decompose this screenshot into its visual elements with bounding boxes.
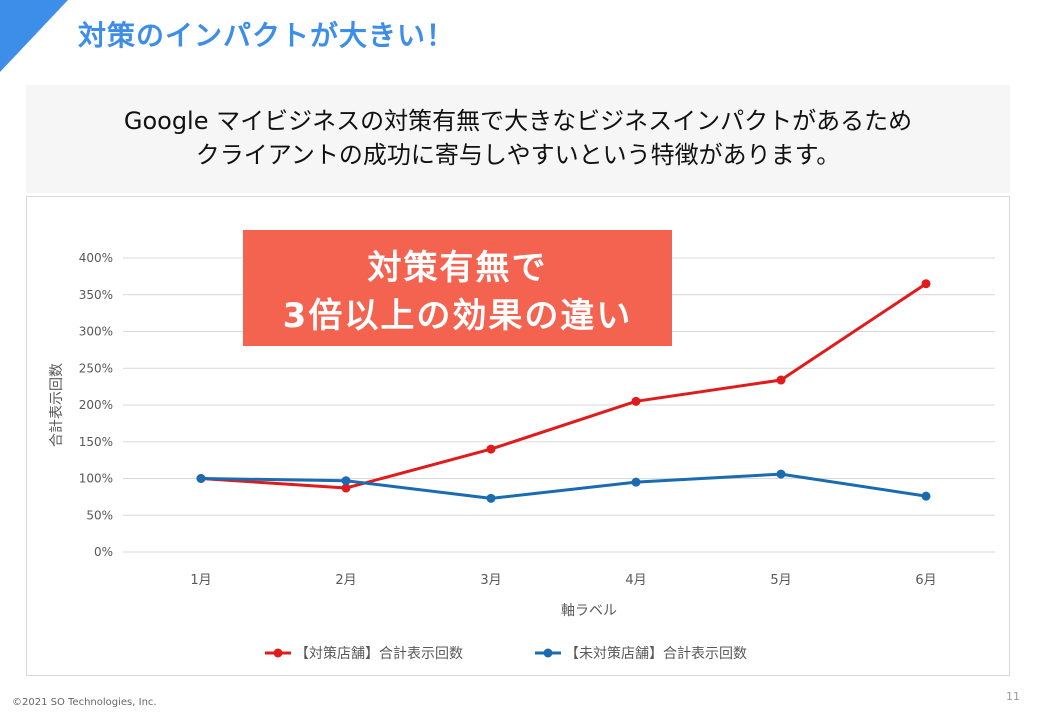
line-chart: 0% 50% 100% 150% 200% 250% 300% 350% 400% 1月 2月 3月 4… — [49, 251, 995, 662]
series-line-2 — [199, 472, 928, 500]
y-axis-label: 合計表示回数 — [49, 363, 65, 447]
y-tick-label: 300% — [79, 325, 113, 339]
callout-line-1: 対策有無で — [367, 248, 548, 288]
legend-label: 【対策店舗】合計表示回数 — [295, 645, 463, 662]
y-tick-label: 100% — [79, 472, 113, 486]
legend-swatch-marker — [273, 648, 283, 658]
data-point-series-2 — [486, 493, 496, 503]
callout-box: 対策有無で 3倍以上の効果の違い — [243, 230, 672, 346]
data-point-series-2 — [196, 474, 206, 483]
summary-line-1: Google マイビジネスの対策有無で大きなビジネスインパクトがあるため — [123, 107, 913, 135]
y-tick-label: 350% — [79, 288, 113, 302]
copyright-footer: ©2021 SO Technologies, Inc. — [12, 697, 157, 708]
slide-title: 対策のインパクトが大きい！ — [78, 19, 456, 52]
data-point-series-1 — [341, 483, 351, 493]
y-tick-label: 400% — [79, 251, 113, 265]
y-tick-label: 50% — [86, 508, 113, 522]
x-tick-label: 2月 — [335, 573, 356, 588]
x-tick-label: 3月 — [480, 573, 501, 588]
y-tick-label: 250% — [79, 361, 113, 375]
y-tick-label: 0% — [94, 545, 113, 559]
x-tick-label: 5月 — [770, 573, 791, 588]
data-point-series-2 — [631, 477, 641, 487]
series-line-1 — [199, 282, 928, 490]
data-point-series-2 — [921, 491, 931, 501]
x-tick-label: 4月 — [625, 573, 646, 588]
corner-accent-shape — [0, 0, 68, 72]
x-tick-label: 1月 — [190, 573, 211, 588]
data-point-series-2 — [776, 469, 786, 479]
data-point-series-1 — [776, 375, 786, 385]
summary-box: Google マイビジネスの対策有無で大きなビジネスインパクトがあるため クライ… — [26, 85, 1010, 193]
callout-line-2: 3倍以上の効果の違い — [282, 296, 633, 336]
data-point-series-2 — [341, 476, 351, 486]
x-tick-label: 6月 — [915, 573, 936, 588]
data-point-series-1 — [921, 279, 931, 289]
y-tick-label: 150% — [79, 435, 113, 449]
data-point-series-1 — [486, 444, 496, 454]
summary-line-2: クライアントの成功に寄与しやすいという特徴があります。 — [195, 141, 841, 169]
data-point-series-1 — [631, 396, 641, 406]
y-tick-label: 200% — [79, 398, 113, 412]
page-number: 11 — [1006, 690, 1020, 703]
legend-label: 【未対策店舗】合計表示回数 — [565, 645, 747, 662]
x-axis-label: 軸ラベル — [561, 603, 617, 619]
legend-swatch-marker — [543, 648, 553, 658]
